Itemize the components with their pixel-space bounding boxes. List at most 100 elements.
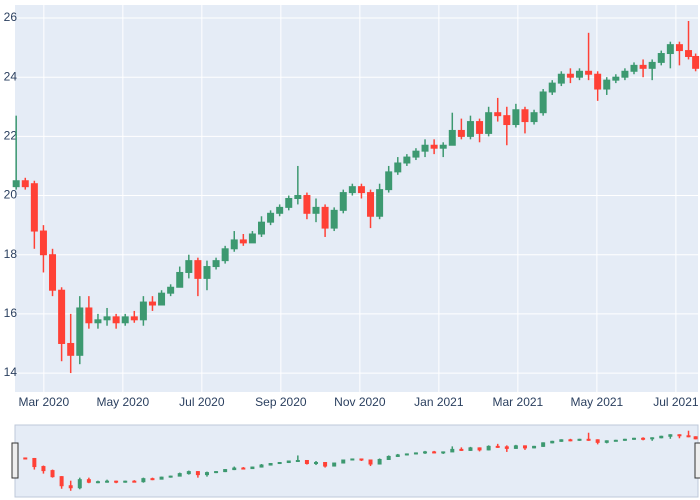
slider-candle-body [323, 462, 328, 467]
x-tick-label: Mar 2021 [493, 395, 544, 409]
slider-candle-body [404, 453, 409, 456]
slider-candle-body [332, 462, 337, 467]
slider-candle-body [259, 464, 264, 468]
candle-body [566, 73, 574, 78]
slider-candle-body [441, 451, 446, 454]
slider-candle-body [277, 462, 282, 465]
slider-candle-body [395, 454, 400, 457]
slider-candle-body [350, 458, 355, 461]
slider-candle-body [586, 438, 591, 441]
x-tick-label: May 2021 [571, 395, 624, 409]
y-tick-label: 14 [4, 365, 18, 379]
candle-body [539, 91, 547, 114]
candle-body [139, 301, 147, 321]
slider-candle-body [105, 480, 110, 483]
slider-candle-body [168, 475, 173, 478]
candle-body [212, 260, 220, 268]
candle-body [494, 112, 502, 117]
slider-candle-body [359, 458, 364, 461]
slider-candle-body [214, 471, 219, 474]
candle-body [666, 44, 674, 55]
candle-body [194, 260, 202, 279]
slider-candle-body [268, 463, 273, 466]
slider-handle[interactable] [11, 442, 19, 479]
slider-candle-body [195, 471, 200, 476]
candle-body [512, 109, 520, 126]
slider-candle-body [604, 440, 609, 443]
candle-body [385, 171, 393, 191]
candle-body [94, 319, 102, 324]
slider-candle-body [314, 462, 319, 465]
candle-body [294, 195, 302, 200]
candle-body [403, 156, 411, 164]
candle-body [692, 55, 700, 69]
slider-candle-body [659, 435, 664, 439]
candle-body [85, 307, 93, 324]
slider-candle-body [23, 457, 28, 460]
candle-body [357, 186, 365, 194]
slider-candle-body [368, 459, 373, 465]
candle-body [130, 316, 138, 321]
candle-body [448, 129, 456, 146]
candle-body [594, 73, 602, 90]
slider-candle-body [532, 445, 537, 449]
slider-candle-body [504, 446, 509, 449]
slider-candle-body [432, 451, 437, 454]
slider-candle-body [132, 480, 137, 483]
candle-body [630, 64, 638, 72]
candle-body [548, 82, 556, 93]
slider-candle-body [459, 448, 464, 451]
candle-body [585, 70, 593, 75]
range-slider[interactable] [14, 424, 699, 498]
candle-body [675, 44, 683, 52]
x-tick-label: Nov 2020 [334, 395, 386, 409]
slider-candle-body [650, 437, 655, 440]
candle-body [185, 260, 193, 273]
slider-candle-body [304, 459, 309, 465]
candle-body [203, 266, 211, 279]
slider-candle-body [641, 437, 646, 440]
candle-body [621, 70, 629, 78]
slider-candle-body [693, 436, 698, 440]
candle-body [439, 144, 447, 149]
candle-body [303, 195, 311, 214]
candle-body [12, 180, 20, 188]
candle-body [603, 79, 611, 90]
candle-body [421, 144, 429, 152]
slider-candle-body [204, 472, 209, 476]
y-tick-label: 20 [4, 188, 18, 202]
slider-candle-body [522, 445, 527, 449]
slider-candle-body [50, 470, 55, 478]
slider-candle-body [114, 480, 119, 483]
candle-body [21, 180, 29, 188]
slider-candle-body [577, 438, 582, 441]
candle-body [530, 112, 538, 123]
candle-body [112, 316, 120, 324]
slider-candle-body [413, 452, 418, 455]
slider-candle-body [150, 478, 155, 481]
slider-candle-body [177, 473, 182, 477]
slider-candle-body [223, 469, 228, 473]
slider-handle[interactable] [694, 442, 700, 479]
x-tick-label: Sep 2020 [255, 395, 307, 409]
candle-body [239, 239, 247, 244]
candle-body [121, 316, 129, 324]
slider-candle-body [141, 478, 146, 483]
slider-candle-body [232, 467, 237, 471]
candle-body [58, 289, 66, 344]
candle-body [285, 198, 293, 208]
slider-candle-body [286, 460, 291, 464]
candle-body [312, 206, 320, 214]
candle-body [612, 76, 620, 81]
candle-body [221, 248, 229, 262]
slider-candle-body [41, 466, 46, 472]
candle-body [248, 233, 256, 244]
slider-candle-body [677, 434, 682, 437]
slider-candle-body [559, 439, 564, 442]
plot-area [15, 5, 698, 392]
slider-candle-body [250, 466, 255, 470]
candle-body [67, 342, 75, 356]
candle-body [503, 115, 511, 126]
slider-candle-body [186, 471, 191, 475]
